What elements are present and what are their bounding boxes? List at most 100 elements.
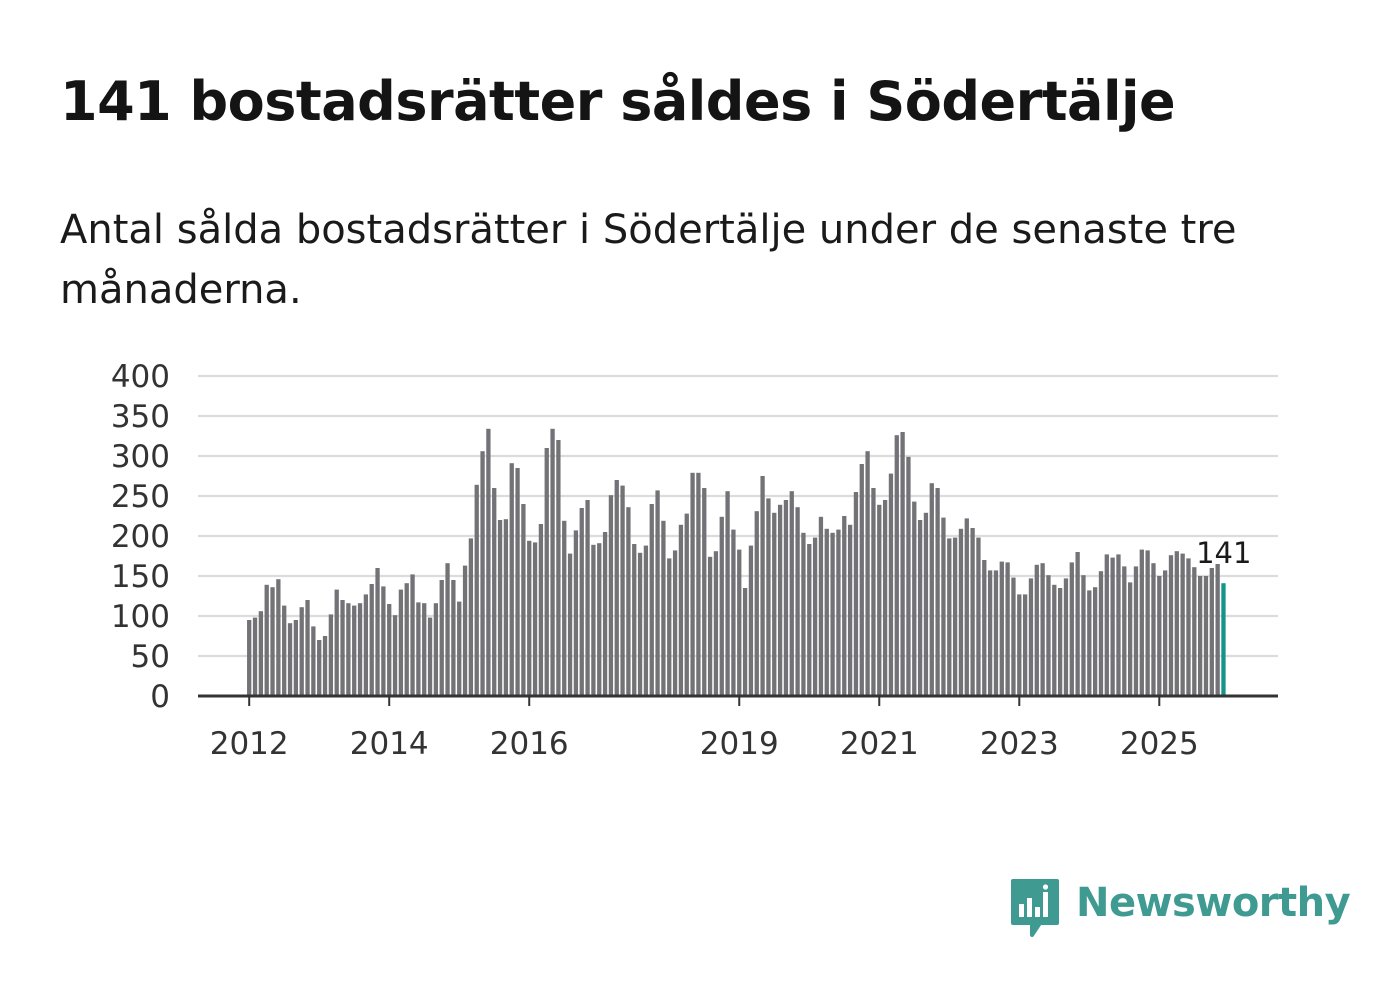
bar: [1162, 570, 1168, 696]
bar: [492, 488, 497, 696]
bar: [538, 524, 544, 696]
bar: [276, 579, 281, 696]
bar: [404, 583, 409, 696]
bar: [1151, 563, 1156, 696]
bar: [871, 488, 876, 696]
bar: [1005, 562, 1010, 696]
bar: [958, 528, 964, 696]
bar: [947, 538, 952, 696]
bar: [882, 500, 888, 696]
y-tick-label: 200: [111, 519, 170, 555]
chart-title: 141 bostadsrätter såldes i Södertälje: [60, 70, 1176, 133]
bar: [1145, 550, 1150, 696]
brand-name: Newsworthy: [1076, 880, 1351, 926]
bar: [1028, 578, 1034, 696]
bar: [562, 520, 567, 696]
bar: [591, 544, 596, 696]
bar: [812, 537, 818, 696]
bar: [550, 428, 555, 696]
bar: [451, 580, 456, 696]
bar: [719, 516, 724, 696]
bar: [252, 617, 258, 696]
bar: [346, 603, 351, 696]
bar: [457, 601, 462, 696]
bar: [737, 549, 742, 696]
bar: [468, 538, 474, 696]
bar: [661, 520, 666, 696]
y-tick-label: 100: [111, 599, 170, 635]
bar: [532, 542, 538, 696]
bar: [655, 490, 660, 696]
bar: [1180, 553, 1185, 696]
bar: [363, 594, 369, 696]
bar: [678, 524, 684, 696]
bar: [556, 440, 561, 696]
bar: [707, 556, 713, 696]
bar: [1110, 557, 1115, 696]
bar: [987, 570, 993, 696]
bar: [777, 504, 783, 696]
y-tick-label: 300: [111, 439, 170, 475]
bar: [1075, 552, 1080, 696]
y-tick-label: 50: [131, 639, 170, 675]
bar: [1209, 568, 1214, 696]
x-tick-label: 2021: [840, 726, 919, 762]
bar: [1081, 575, 1086, 696]
bar: [328, 614, 334, 696]
bar: [853, 492, 859, 696]
bar: [544, 448, 549, 696]
bar: [935, 488, 940, 696]
bar-chart-speech-bubble-icon: [1011, 879, 1059, 937]
bar: [398, 589, 404, 696]
x-tick-label: 2023: [980, 726, 1059, 762]
bar: [1046, 575, 1051, 696]
bar: [1174, 551, 1179, 696]
bar: [579, 508, 584, 696]
bar: [287, 623, 293, 696]
bar: [357, 603, 363, 696]
bar: [521, 504, 526, 696]
bar: [293, 620, 299, 696]
y-tick-label: 400: [111, 359, 170, 395]
bar: [474, 484, 479, 696]
bar: [888, 473, 894, 696]
bar: [766, 498, 771, 696]
bar: [1057, 588, 1063, 696]
bar: [258, 611, 264, 696]
bar: [340, 600, 345, 696]
bar: [818, 516, 824, 696]
bar: [1098, 571, 1104, 696]
bar: [1011, 577, 1016, 696]
bar: [427, 617, 433, 696]
bar: [964, 518, 969, 696]
bar: [392, 615, 398, 696]
bar: [317, 640, 322, 696]
bar: [801, 532, 806, 696]
bar: [1116, 554, 1121, 696]
bar: [282, 605, 287, 696]
brand-logo: Newsworthy: [1010, 878, 1351, 940]
bar: [952, 537, 958, 696]
bar: [334, 589, 339, 696]
bar: [690, 472, 695, 696]
bar: [352, 605, 357, 696]
bar: [597, 543, 602, 696]
bar: [725, 491, 730, 696]
bar: [842, 516, 847, 696]
bar: [486, 428, 491, 696]
bar: [305, 600, 310, 696]
y-tick-label: 250: [111, 479, 170, 515]
bar: [702, 488, 707, 696]
bar: [731, 529, 736, 696]
bar: [859, 464, 864, 696]
bar: [626, 507, 631, 696]
bar: [620, 485, 625, 696]
x-tick-label: 2025: [1120, 726, 1199, 762]
bar: [993, 570, 999, 696]
bar: [672, 550, 678, 696]
bar: [1063, 578, 1069, 696]
bar: [1186, 558, 1191, 696]
bar: [311, 626, 316, 696]
bar: [847, 524, 853, 696]
bar: [713, 551, 719, 696]
